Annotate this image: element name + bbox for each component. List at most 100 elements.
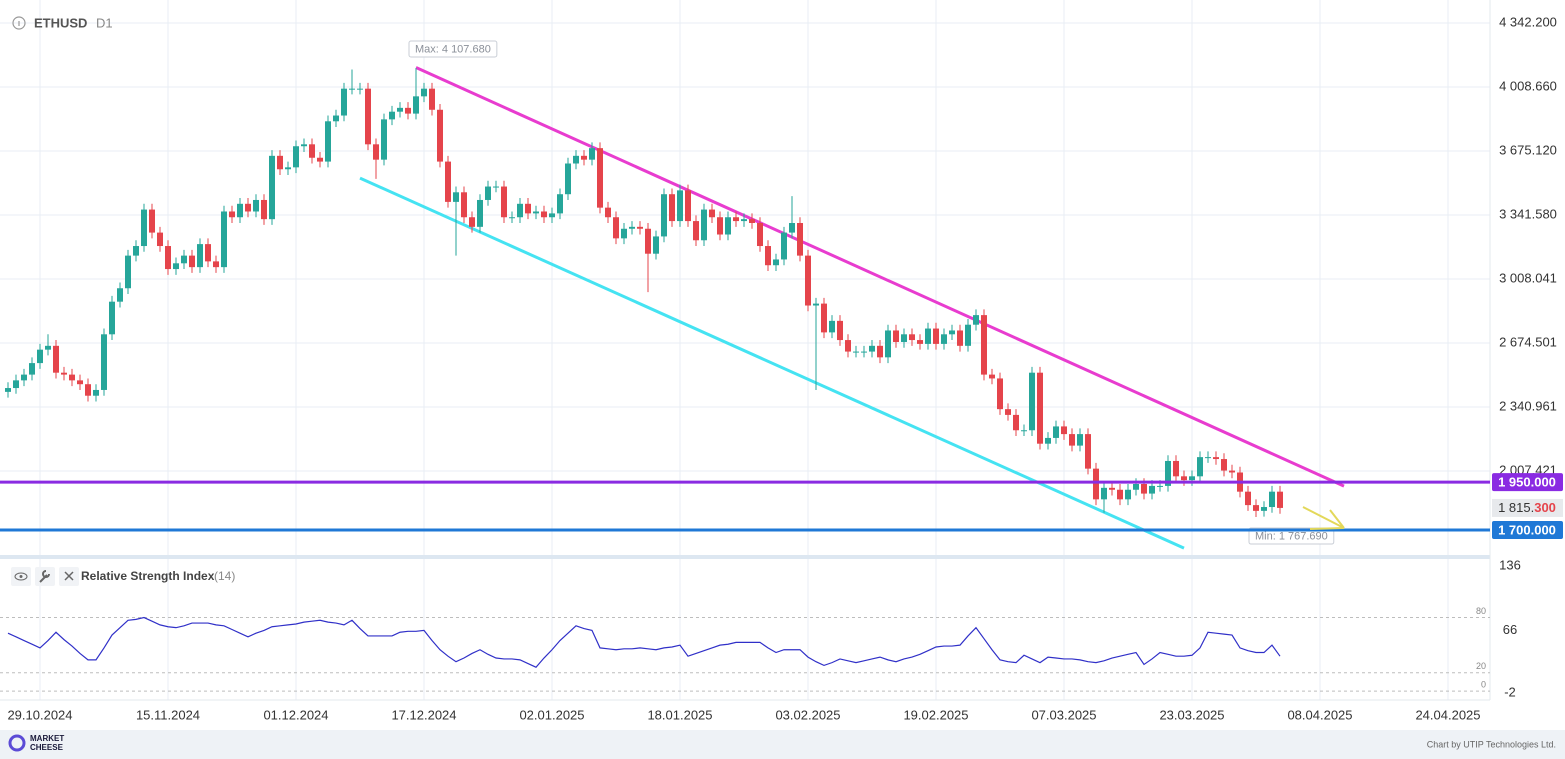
candle-body — [77, 380, 83, 385]
indicator-header: Relative Strength Index (14) — [11, 567, 235, 586]
candle-body — [413, 96, 419, 114]
candle-body — [517, 203, 523, 218]
candle-body — [1253, 505, 1259, 511]
candle-body — [1085, 434, 1091, 469]
annotation-text: Min: 1 767.690 — [1255, 530, 1328, 542]
candle-body — [229, 211, 235, 218]
candle-body — [1021, 430, 1027, 432]
candle-body — [205, 244, 211, 262]
price-label-box — [1492, 521, 1563, 540]
candle-body — [269, 155, 275, 220]
eye-icon — [19, 575, 23, 578]
candle-body — [357, 88, 363, 90]
candle-body — [989, 374, 995, 379]
candle-body — [917, 340, 923, 344]
candle-body — [741, 219, 747, 222]
candle-body — [821, 303, 827, 333]
candle-body — [69, 374, 75, 381]
candle-body — [1045, 437, 1051, 444]
candle-body — [53, 345, 59, 373]
logo: MARKET CHEESE — [8, 734, 64, 752]
candle-body — [213, 261, 219, 268]
candle-body — [541, 211, 547, 218]
candle-body — [525, 203, 531, 214]
y-tick-label: 3 341.580 — [1499, 206, 1557, 221]
candle-body — [501, 186, 507, 218]
x-tick-label: 15.11.2024 — [136, 707, 200, 722]
candle-body — [549, 213, 555, 218]
rsi-level-label: 20 — [1476, 661, 1486, 671]
y-tick-label: 4 008.660 — [1499, 78, 1557, 93]
candle-body — [941, 334, 947, 344]
candle-body — [373, 144, 379, 160]
candle-body — [1261, 507, 1267, 511]
candle-body — [1229, 470, 1235, 473]
candle-body — [253, 199, 259, 212]
candle-body — [29, 363, 35, 375]
candle-body — [1221, 459, 1227, 471]
candle-body — [317, 157, 323, 162]
rsi-tick-label: 136 — [1499, 557, 1521, 572]
candle-body — [973, 315, 979, 325]
candle-body — [605, 207, 611, 218]
candle-body — [493, 186, 499, 188]
candle-body — [389, 111, 395, 120]
candle-body — [749, 219, 755, 223]
candle-body — [437, 109, 443, 162]
annotation-box — [408, 40, 498, 58]
y-tick-label: 3 675.120 — [1499, 142, 1557, 157]
candle-body — [381, 119, 387, 160]
candle-body — [805, 255, 811, 306]
trendline — [415, 66, 1345, 488]
candle-body — [149, 209, 155, 233]
arrow-drawing — [1302, 506, 1345, 530]
candle-body — [245, 203, 251, 212]
candle-body — [1181, 476, 1187, 481]
candle-body — [661, 194, 667, 237]
candle-body — [197, 244, 203, 268]
candle-body — [1277, 491, 1283, 508]
candle-body — [1149, 485, 1155, 494]
candle-body — [981, 315, 987, 375]
candle-body — [621, 228, 627, 239]
candle-body — [101, 334, 107, 390]
indicator-params: (14) — [214, 569, 235, 583]
candle-body — [293, 146, 299, 168]
candle-body — [1069, 434, 1075, 446]
symbol-header: ETHUSD D1 — [12, 15, 113, 30]
panel-separator — [0, 555, 1490, 559]
arrow-head — [1329, 509, 1345, 529]
arrow-line — [1302, 506, 1345, 529]
candle-body — [997, 378, 1003, 410]
candle-body — [421, 88, 427, 97]
candle-body — [637, 226, 643, 229]
candle-body — [141, 209, 147, 247]
rsi-panel: 80 20 0 — [0, 606, 1490, 692]
x-tick-label: 24.04.2025 — [1415, 707, 1480, 722]
annotation-box — [1248, 527, 1335, 545]
candle-body — [629, 226, 635, 229]
candle-body — [693, 221, 699, 241]
candle-body — [1269, 491, 1275, 508]
candle-body — [1157, 485, 1163, 487]
footer — [0, 730, 1565, 759]
candle-body — [789, 222, 795, 233]
candle-body — [845, 340, 851, 352]
candle-body — [925, 328, 931, 344]
info-icon[interactable] — [12, 16, 26, 30]
candle-body — [757, 222, 763, 247]
price-main: 1 815. — [1498, 500, 1534, 515]
candle-body — [573, 155, 579, 164]
candle-body — [685, 190, 691, 222]
candle-body — [349, 88, 355, 90]
candle-body — [189, 255, 195, 268]
price-panel: Max: 4 107.680 Min: 1 767.690 — [0, 40, 1490, 550]
candle-body — [21, 374, 27, 381]
rsi-line — [7, 616, 1281, 668]
logo-text: CHEESE — [30, 743, 64, 752]
candle-body — [1197, 457, 1203, 477]
candle-body — [165, 246, 171, 270]
y-tick-label: 2 340.961 — [1499, 398, 1557, 413]
candle-body — [965, 324, 971, 346]
candle-body — [485, 186, 491, 200]
